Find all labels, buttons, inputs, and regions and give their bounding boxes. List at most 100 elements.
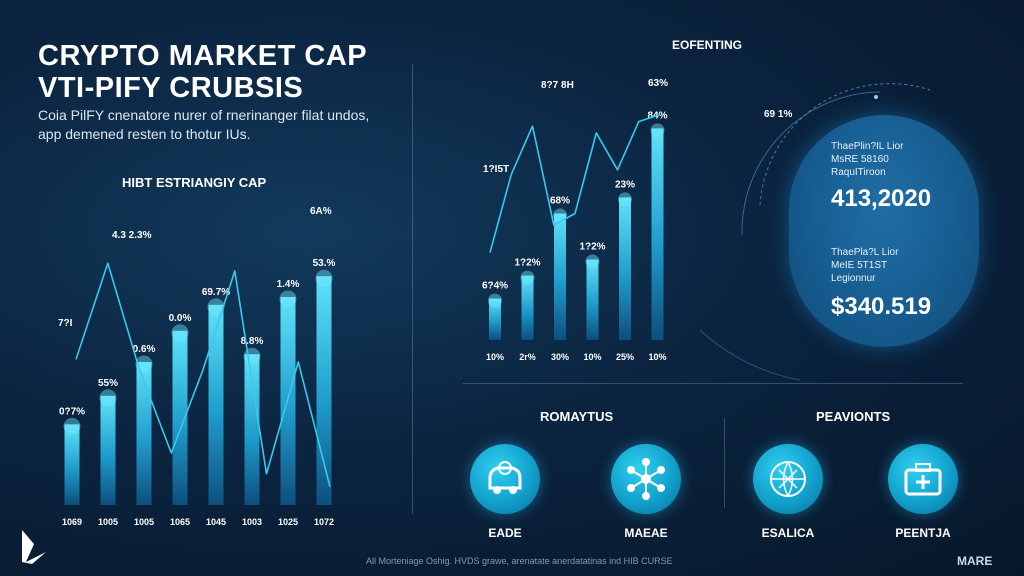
- stats-panel: ThaePlin?IL Lior MsRE 58160 RaquITiroon …: [789, 115, 979, 347]
- icon-label: PEENTJA: [895, 526, 951, 540]
- mid-chart-bar-label: 23%: [615, 179, 635, 190]
- mid-chart-bar: [489, 298, 501, 340]
- left-chart-line-label: 4.3 2.3%: [112, 230, 152, 241]
- stat-line: RaquITiroon: [831, 167, 886, 178]
- mid-chart-line-label: 63%: [648, 78, 668, 89]
- brand-logo-icon: [22, 530, 46, 564]
- left-chart-bar-label: 69.7%: [202, 287, 230, 298]
- mid-chart-bar-label: 1?2%: [514, 258, 540, 269]
- section-title-left: ROMAYTUS: [540, 409, 614, 424]
- mid-chart-line-label: 1?I5T: [483, 164, 509, 175]
- stat-line: ThaePlin?IL Lior: [831, 141, 904, 152]
- left-chart-line-label: 7?I: [58, 318, 73, 329]
- mid-chart-trend-line: [489, 113, 661, 253]
- left-chart-bar-label: 1.4%: [277, 279, 300, 290]
- mid-chart-x-label: 10%: [486, 352, 504, 362]
- left-chart-bar-glow: [171, 324, 189, 342]
- mid-chart-x-label: 10%: [648, 352, 666, 362]
- mid-chart-bar-glow: [618, 192, 632, 207]
- mid-chart-bar-glow: [553, 208, 567, 223]
- left-chart-bar-label: 0?7%: [59, 406, 85, 417]
- vehicle-icon-button[interactable]: [470, 444, 540, 514]
- network-icon-button[interactable]: [611, 444, 681, 514]
- left-chart-bar: [136, 362, 152, 505]
- left-chart-bar-glow: [243, 347, 261, 365]
- orbit-arc-inner: [741, 91, 881, 236]
- page-title-line2: VTI-PIFY CRUBSIS: [38, 72, 304, 104]
- globe-shield-icon-button[interactable]: [753, 444, 823, 514]
- stats-block-2: ThaePla?L Lior MeIE 5T1ST Legionnur: [831, 246, 898, 285]
- subtitle-line: app demened resten to thotur IUs.: [38, 126, 251, 142]
- orbit-arc-label: 69 1%: [764, 109, 792, 120]
- stat-line: ThaePla?L Lior: [831, 247, 899, 258]
- mid-chart-line-label: 8?7 8H: [541, 80, 574, 91]
- mid-chart-bar: [554, 213, 566, 340]
- mid-chart-bar: [619, 197, 631, 340]
- left-chart-bar-glow: [315, 269, 333, 287]
- orbit-arc-lower: [699, 329, 801, 381]
- page-title: CRYPTO MARKET CAP: [38, 40, 368, 72]
- vertical-divider: [412, 64, 413, 514]
- page-subtitle: Coia PilFY cnenatore nurer of rnerinange…: [38, 106, 398, 144]
- left-chart-bar-glow: [279, 290, 297, 308]
- left-chart-title: HIBT ESTRIANGIY CAP: [122, 175, 267, 190]
- medical-kit-icon-button[interactable]: [888, 444, 958, 514]
- stat-line: MsRE 58160: [831, 154, 889, 165]
- brand-label: MARE: [957, 554, 993, 568]
- icon-label: EADE: [488, 526, 522, 540]
- left-chart-bar: [100, 395, 116, 505]
- left-chart-bar: [244, 354, 260, 505]
- icon-label: ESALICA: [761, 526, 815, 540]
- section-divider: [724, 418, 725, 508]
- stats-block-1: ThaePlin?IL Lior MsRE 58160 RaquITiroon: [831, 140, 903, 179]
- icon-label: MAEAE: [624, 526, 668, 540]
- mid-chart-bar-label: 68%: [550, 196, 570, 207]
- left-chart-x-label: 1003: [242, 517, 262, 527]
- left-chart-bar-glow: [99, 389, 117, 407]
- subtitle-line: Coia PilFY cnenatore nurer of rnerinange…: [38, 107, 370, 123]
- stat-line: Legionnur: [831, 273, 876, 284]
- left-chart-bar-glow: [63, 417, 81, 435]
- medical-kit-icon: [904, 463, 942, 496]
- left-chart-bar-label: 8.8%: [241, 336, 264, 347]
- left-chart-bar: [316, 276, 332, 505]
- left-chart-bar: [172, 330, 188, 505]
- left-chart-x-label: 1005: [134, 517, 154, 527]
- left-chart-x-label: 1065: [170, 517, 190, 527]
- horizontal-divider: [463, 383, 963, 384]
- left-chart-bar: [64, 424, 80, 505]
- mid-chart-bar-glow: [585, 254, 600, 269]
- mid-chart-bar-label: 6?4%: [482, 281, 508, 292]
- mid-chart-bar-glow: [650, 123, 665, 138]
- left-chart-bar-glow: [207, 298, 225, 316]
- left-chart-line-label: 6A%: [310, 206, 332, 217]
- left-chart-x-label: 1069: [62, 517, 82, 527]
- left-chart-bar-label: 0.6%: [133, 344, 156, 355]
- stat-value-1: 413,2020: [831, 185, 932, 212]
- mid-chart-bar-glow: [488, 293, 502, 308]
- left-chart-x-label: 1025: [278, 517, 298, 527]
- stat-value-2: $340.519: [831, 293, 932, 320]
- left-chart-bar: [208, 304, 224, 505]
- footer-text: All Morteniage Oshig. HVDS grawe, arenat…: [366, 556, 673, 566]
- mid-chart-x-label: 2r%: [519, 352, 536, 362]
- mid-chart-x-label: 25%: [616, 352, 634, 362]
- mid-chart-x-label: 30%: [551, 352, 569, 362]
- mid-chart-bar: [521, 275, 534, 340]
- stat-line: MeIE 5T1ST: [831, 260, 888, 271]
- left-chart-bar-label: 53.%: [313, 258, 336, 269]
- left-chart-x-label: 1045: [206, 517, 226, 527]
- network-icon: [627, 458, 665, 500]
- left-chart-bar-label: 55%: [98, 378, 118, 389]
- mid-chart-title: EOFENTING: [672, 38, 743, 52]
- left-chart-x-label: 1005: [98, 517, 118, 527]
- left-chart-x-label: 1072: [314, 517, 334, 527]
- mid-chart-bar: [651, 128, 664, 340]
- globe-shield-icon: [770, 461, 806, 497]
- left-chart-trend-line: [75, 262, 331, 487]
- mid-chart-bar-glow: [520, 270, 535, 285]
- mid-chart-bar-label: 1?2%: [579, 242, 605, 253]
- left-chart-bar-label: 0.0%: [169, 313, 192, 324]
- orbit-dot: [874, 95, 878, 99]
